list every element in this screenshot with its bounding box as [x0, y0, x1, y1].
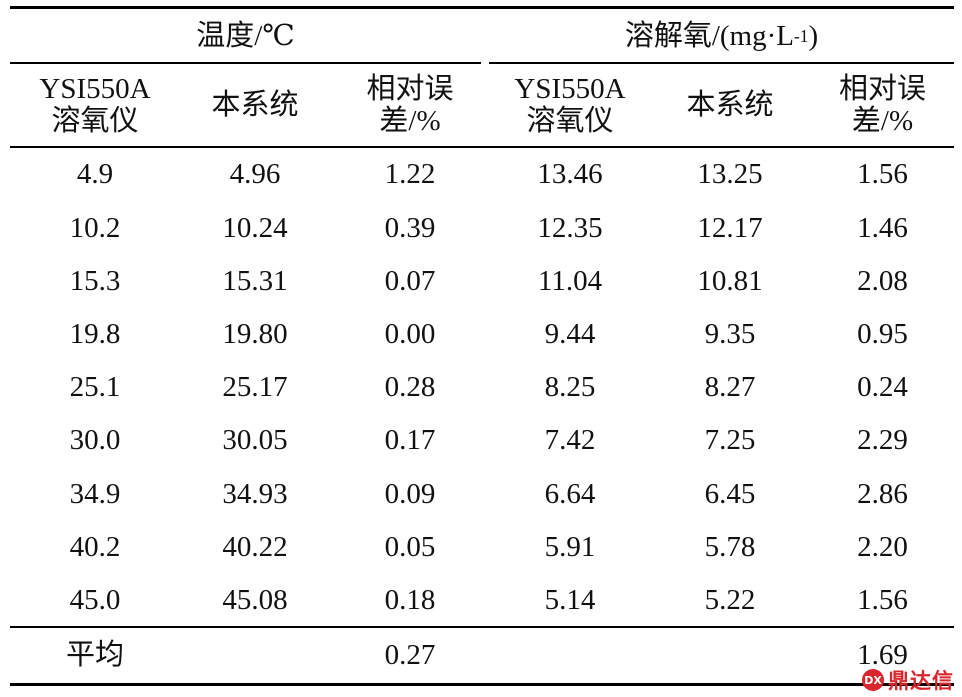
table-cell-temp-system: 34.93: [222, 477, 288, 510]
table-cell-temp-error: 0.00: [384, 317, 436, 350]
table-cell-temp-error: 0.28: [384, 371, 436, 404]
table-cell-temp-system: 15.31: [222, 264, 288, 297]
group-header-dissolved-oxygen: 溶解氧/(mg·L -1): [624, 19, 819, 52]
table-cell-temp-system: 4.96: [229, 158, 281, 191]
average-do-error: 1.69: [857, 639, 908, 672]
table-cell-temp-system: 25.17: [222, 371, 288, 404]
table-cell-temp-ysi: 30.0: [69, 424, 121, 457]
subheader-temp-ysi: YSI550A 溶氧仪: [10, 66, 180, 144]
table-cell-do-system: 5.22: [704, 583, 756, 616]
table-cell-do-ysi: 6.64: [544, 477, 596, 510]
table-cell-do-error: 0.95: [857, 317, 908, 350]
table-cell-temp-ysi: 15.3: [69, 264, 121, 297]
subheader-temp-error-line2: 差/%: [379, 105, 441, 137]
table-cell-do-ysi: 5.14: [544, 583, 596, 616]
table-cell-do-system: 12.17: [697, 211, 763, 244]
subheader-temp-error: 相对误 差/%: [330, 66, 490, 144]
table-cell-do-error: 1.56: [857, 583, 908, 616]
subheader-do-ysi: YSI550A 溶氧仪: [490, 66, 650, 144]
watermark-logo: DX 鼎达信: [862, 665, 954, 695]
table-cell-temp-system: 45.08: [222, 583, 288, 616]
table-cell-temp-ysi: 4.9: [76, 158, 114, 191]
table-cell-do-system: 6.45: [704, 477, 756, 510]
bottom-rule: [10, 683, 954, 686]
table-cell-do-system: 9.35: [704, 317, 756, 350]
table-cell-do-ysi: 11.04: [537, 264, 603, 297]
table-cell-do-ysi: 8.25: [544, 371, 596, 404]
subheader-do-error-line2: 差/%: [851, 105, 914, 137]
do-header-prefix: 溶解氧/(mg·L: [624, 19, 794, 52]
do-header-suffix: ): [808, 19, 819, 52]
table-cell-temp-system: 10.24: [222, 211, 288, 244]
table-cell-temp-ysi: 25.1: [69, 371, 121, 404]
subheader-do-ysi-line1: YSI550A: [514, 72, 626, 105]
table-cell-temp-error: 0.09: [384, 477, 436, 510]
subheader-temp-ysi-line2: 溶氧仪: [51, 105, 139, 137]
table-cell-temp-ysi: 19.8: [69, 317, 121, 350]
subheader-temp-system: 本系统: [211, 88, 299, 121]
table-cell-do-error: 0.24: [857, 371, 908, 404]
table-cell-do-ysi: 7.42: [544, 424, 596, 457]
table-cell-temp-system: 19.80: [222, 317, 288, 350]
watermark-icon: DX: [862, 669, 884, 691]
table-cell-do-system: 10.81: [697, 264, 763, 297]
table-cell-temp-ysi: 40.2: [69, 530, 121, 563]
table-cell-do-system: 5.78: [704, 530, 756, 563]
table-cell-do-system: 13.25: [697, 158, 763, 191]
table-cell-temp-error: 0.39: [384, 211, 436, 244]
table-cell-temp-error: 0.17: [384, 424, 436, 457]
table-cell-temp-ysi: 10.2: [69, 211, 121, 244]
average-temp-error: 0.27: [384, 639, 436, 672]
table-cell-temp-error: 1.22: [384, 158, 436, 191]
subheader-do-error-line1: 相对误: [838, 72, 926, 105]
top-rule: [10, 6, 954, 9]
table-cell-do-ysi: 13.46: [537, 158, 603, 191]
table-cell-temp-error: 0.07: [384, 264, 436, 297]
table-cell-do-error: 2.20: [857, 530, 908, 563]
table-cell-do-system: 8.27: [704, 371, 756, 404]
subheader-temp-ysi-line1: YSI550A: [39, 72, 151, 105]
average-label: 平均: [65, 639, 124, 672]
subheader-do-ysi-line2: 溶氧仪: [526, 105, 614, 137]
table-cell-do-error: 1.56: [857, 158, 908, 191]
table-cell-temp-ysi: 34.9: [69, 477, 121, 510]
table-cell-do-system: 7.25: [704, 424, 756, 457]
table-cell-do-error: 2.86: [857, 477, 908, 510]
table-cell-do-error: 1.46: [857, 211, 908, 244]
subheader-do-system: 本系统: [686, 88, 774, 121]
table-cell-do-error: 2.08: [857, 264, 908, 297]
table-cell-temp-error: 0.18: [384, 583, 436, 616]
group-header-rule-right: [489, 62, 954, 64]
group-header-rule-left: [10, 62, 481, 64]
table-cell-do-ysi: 12.35: [537, 211, 603, 244]
table-cell-do-ysi: 5.91: [544, 530, 596, 563]
subheader-temp-error-line1: 相对误: [366, 72, 454, 105]
table-cell-temp-system: 40.22: [222, 530, 288, 563]
group-header-temperature: 温度/℃: [196, 19, 295, 52]
average-rule: [10, 626, 954, 628]
watermark-text: 鼎达信: [888, 669, 954, 693]
table-cell-temp-error: 0.05: [384, 530, 436, 563]
header-bottom-rule: [10, 146, 954, 148]
subheader-do-error: 相对误 差/%: [805, 66, 960, 144]
table-cell-do-error: 2.29: [857, 424, 908, 457]
table-cell-temp-system: 30.05: [222, 424, 288, 457]
table-cell-do-ysi: 9.44: [544, 317, 596, 350]
table-cell-temp-ysi: 45.0: [69, 583, 121, 616]
